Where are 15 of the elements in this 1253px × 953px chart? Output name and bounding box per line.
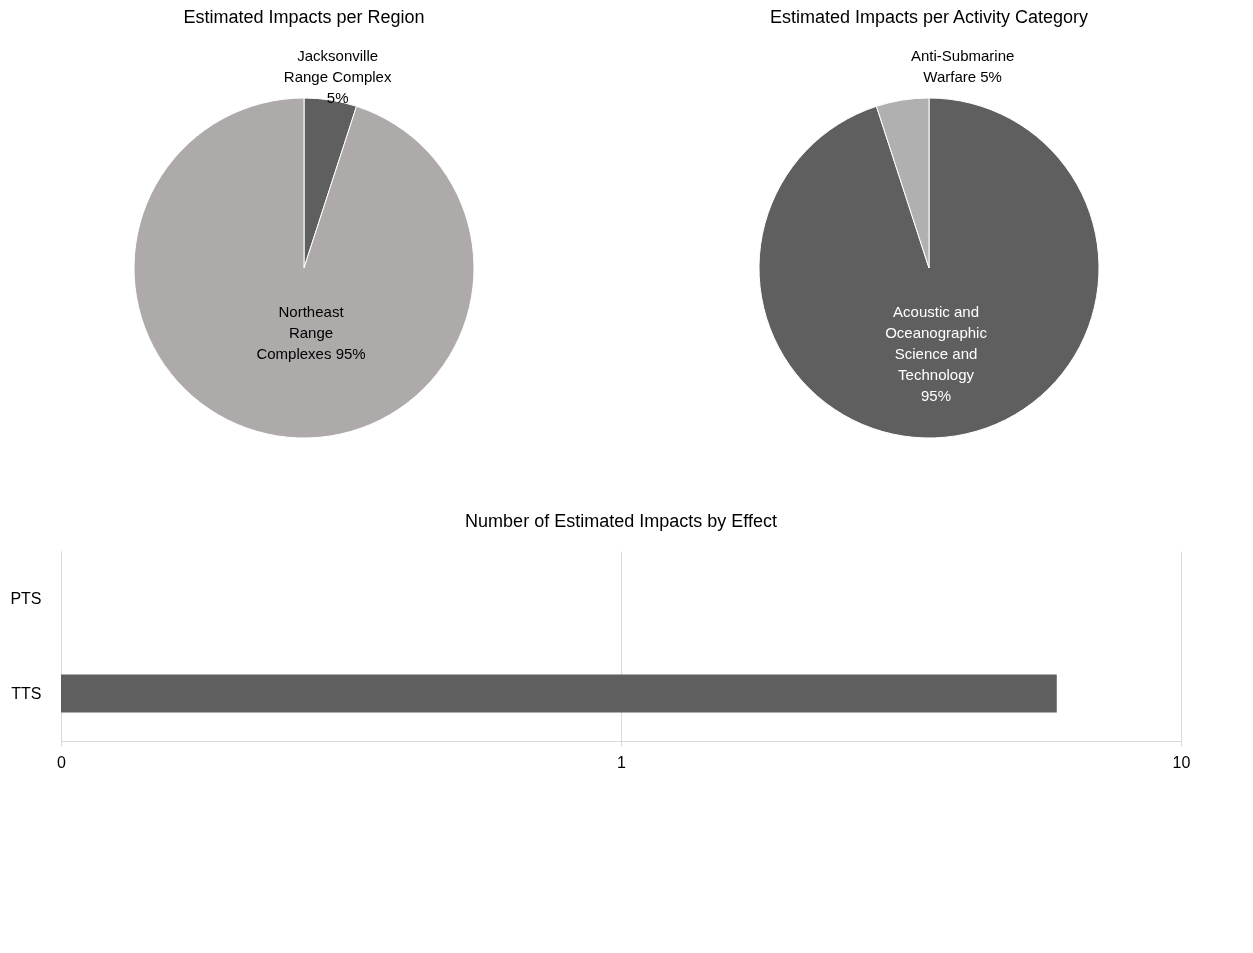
slice-label: Jacksonville Range Complex: [283, 46, 392, 85]
data-label: 95%: [921, 387, 952, 405]
slice-label: Acoustic and Oceanographic Science and Technology: [885, 303, 988, 384]
x-tick-label: 10: [1172, 753, 1191, 771]
data-label: 5%: [326, 88, 349, 106]
y-tick-label: PTS: [10, 589, 42, 607]
chart-title: Number of Estimated Impacts by Effect: [465, 511, 777, 531]
slice-label: Northeast Range Complexes 95%: [256, 303, 366, 363]
y-tick-label: TTS: [11, 684, 42, 702]
chart-title: Estimated Impacts per Activity Category: [769, 7, 1089, 27]
slice-label: Anti-Submarine Warfare 5%: [910, 46, 1015, 85]
x-tick-label: 0: [57, 753, 67, 771]
x-tick-label: 1: [617, 753, 627, 771]
pie-slice: [758, 97, 1100, 439]
chart-title: Estimated Impacts per Region: [183, 7, 425, 27]
